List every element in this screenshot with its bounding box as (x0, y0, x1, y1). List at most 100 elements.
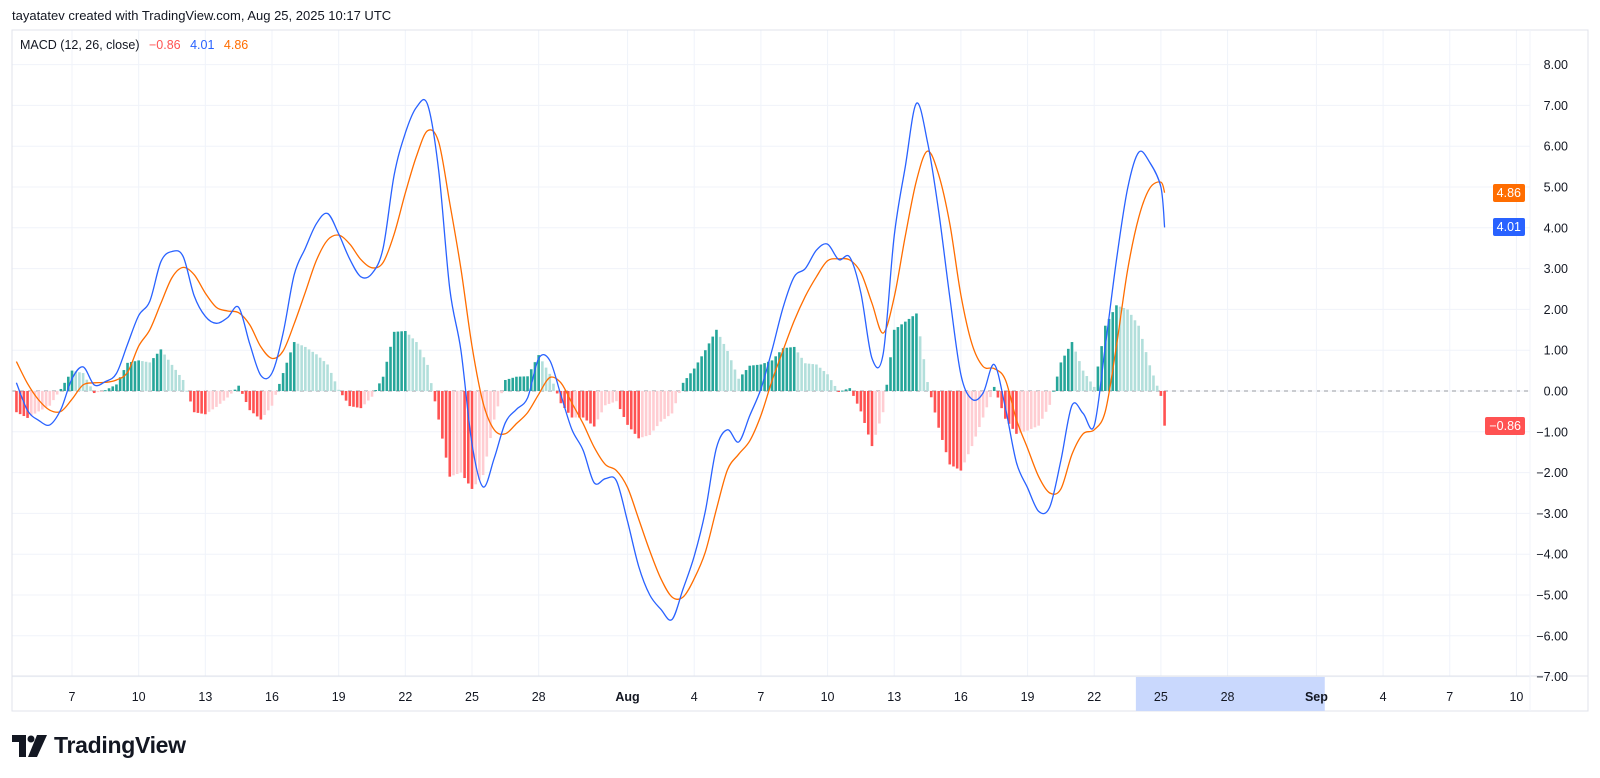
histogram-bar (900, 324, 903, 391)
legend-macd-value: 4.01 (190, 38, 215, 52)
histogram-bar (329, 372, 333, 391)
histogram-bar (1129, 314, 1133, 391)
x-tick-label: 10 (132, 690, 146, 704)
histogram-bar (122, 370, 126, 391)
histogram-bar (596, 391, 600, 420)
histogram-bar (85, 379, 89, 391)
histogram-bar (811, 364, 815, 391)
histogram-bar (426, 364, 429, 391)
histogram-bar (841, 390, 844, 392)
histogram-bar (859, 391, 863, 412)
histogram-bar (296, 343, 300, 391)
histogram-bar (704, 350, 707, 391)
histogram-bar (444, 391, 448, 458)
histogram-bar (1092, 386, 1096, 391)
histogram-bar (163, 354, 166, 391)
histogram-bar (1148, 365, 1152, 391)
histogram-bar (526, 376, 529, 391)
histogram-bar (815, 364, 818, 391)
histogram-bar (1081, 370, 1085, 391)
histogram-bar (585, 391, 589, 421)
histogram-bar (133, 361, 137, 391)
histogram-bar (204, 391, 207, 415)
x-tick-label: 25 (1154, 690, 1168, 704)
histogram-bar (922, 359, 926, 391)
histogram-bar (874, 391, 877, 435)
histogram-bar (1163, 391, 1166, 426)
histogram-bar (196, 391, 200, 413)
x-tick-label: 13 (887, 690, 901, 704)
histogram-bar (15, 391, 18, 413)
histogram-bar (326, 364, 329, 391)
histogram-bar (789, 347, 792, 391)
histogram-bar (396, 331, 400, 391)
histogram-bar (659, 391, 663, 422)
histogram-bar (111, 386, 115, 391)
histogram-bar (744, 370, 748, 391)
histogram-bar (466, 391, 470, 484)
histogram-bar (755, 364, 759, 391)
histogram-bar (504, 379, 507, 391)
histogram-bar (233, 389, 237, 391)
histogram-bar (611, 391, 615, 403)
histogram-bar (115, 384, 118, 391)
histogram-bar (311, 351, 315, 391)
histogram-bar (1137, 325, 1140, 391)
histogram-bar (941, 391, 944, 440)
histogram-bar (800, 357, 803, 391)
histogram-bar (492, 391, 496, 420)
x-tick-label: 19 (332, 690, 346, 704)
histogram-bar (844, 389, 848, 391)
chart-attribution: tayatatev created with TradingView.com, … (12, 8, 392, 23)
histogram-bar (429, 383, 433, 391)
tradingview-logo[interactable]: TradingView (12, 732, 186, 759)
histogram-bar (1155, 385, 1159, 391)
histogram-bar (552, 383, 555, 391)
histogram-bar (1096, 366, 1100, 391)
histogram-bar (522, 376, 526, 391)
histogram-bar (537, 355, 540, 391)
histogram-bar (974, 391, 977, 437)
chart-frame (11, 29, 1589, 712)
histogram-bar (637, 391, 640, 439)
histogram-bar (152, 358, 155, 391)
histogram-bar (200, 391, 203, 414)
histogram-bar (218, 391, 222, 404)
histogram-bar (700, 356, 703, 391)
tradingview-logo-icon (12, 734, 47, 757)
histogram-bar (1048, 391, 1052, 405)
y-tick-label: 7.00 (1544, 99, 1568, 113)
histogram-bar (81, 373, 85, 391)
histogram-bar (581, 391, 585, 418)
histogram-bar (589, 391, 592, 424)
histogram-bar (318, 357, 322, 391)
histogram-bar (255, 391, 259, 417)
histogram-bar (478, 391, 481, 480)
x-tick-label: 22 (1087, 690, 1101, 704)
x-tick-label: Sep (1305, 690, 1328, 704)
histogram-bar (107, 388, 111, 391)
histogram-bar (507, 378, 511, 391)
histogram-bar (966, 391, 970, 455)
histogram-bar (518, 376, 522, 391)
histogram-bar (837, 391, 840, 392)
histogram-bar (696, 362, 700, 391)
histogram-bar (722, 343, 726, 391)
histogram-bar (718, 336, 722, 391)
histogram-bar (678, 391, 681, 394)
histogram-bar (641, 391, 644, 438)
histogram-bar (992, 386, 996, 391)
histogram-bar (622, 391, 626, 417)
histogram-bar (741, 374, 744, 391)
histogram-bar (185, 390, 189, 392)
histogram-bar (52, 391, 55, 401)
histogram-bar (70, 370, 74, 391)
indicator-legend[interactable]: MACD (12, 26, close) −0.86 4.01 4.86 (20, 38, 254, 52)
histogram-bar (226, 391, 229, 398)
histogram-bar (915, 313, 918, 391)
histogram-bar (407, 334, 411, 391)
histogram-bar (1111, 312, 1115, 391)
histogram-bar (929, 391, 933, 398)
histogram-bar (766, 361, 770, 391)
